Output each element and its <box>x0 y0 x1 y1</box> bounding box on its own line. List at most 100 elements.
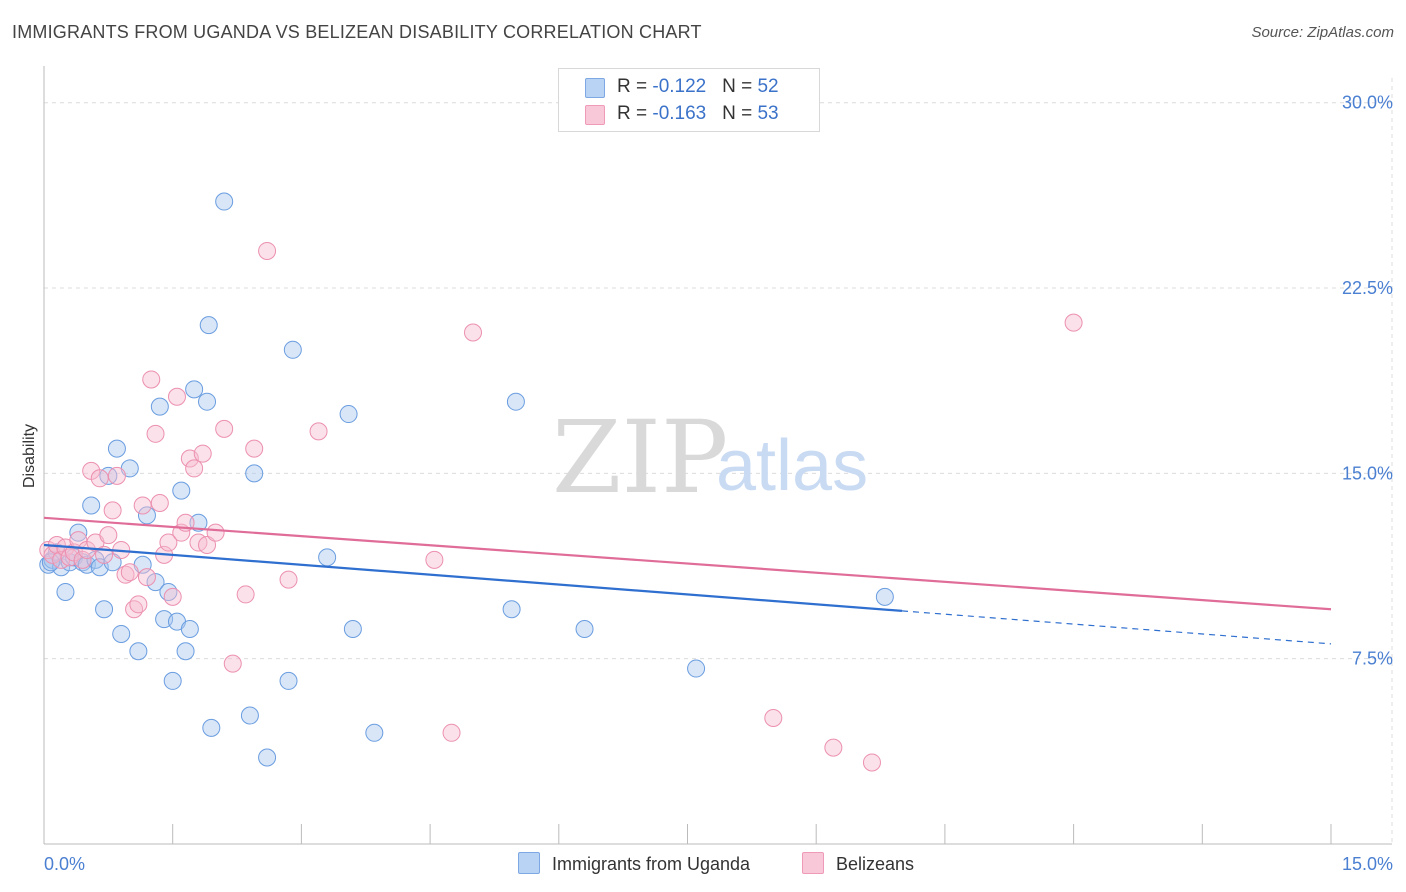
watermark-atlas: atlas <box>716 426 868 506</box>
belize-point <box>90 469 109 488</box>
belize-point <box>129 595 148 614</box>
belize-point <box>99 526 118 545</box>
uganda-point <box>107 439 126 458</box>
uganda-point <box>69 523 88 542</box>
uganda-point <box>185 380 204 399</box>
uganda-point <box>112 624 131 643</box>
belize-point <box>107 466 126 485</box>
uganda-point <box>56 582 75 601</box>
uganda-point <box>502 600 521 619</box>
source-label: Source: ZipAtlas.com <box>1251 24 1394 41</box>
r-label: R = <box>617 76 653 97</box>
belize-point <box>120 563 139 582</box>
belize-point <box>198 536 217 555</box>
belize-trend-line <box>43 516 1332 611</box>
belize-point <box>103 501 122 520</box>
uganda-point <box>199 316 218 335</box>
r-label: R = <box>617 103 653 124</box>
y-tick-label: 15.0% <box>1342 463 1393 483</box>
uganda-point <box>343 620 362 639</box>
stats-legend: R = -0.122 N = 52 R = -0.163 N = 53 <box>558 68 820 132</box>
y-axis-label: Disability <box>21 424 38 488</box>
uganda-point <box>198 392 217 411</box>
uganda-point <box>95 600 114 619</box>
uganda-point <box>137 506 156 525</box>
belize-point <box>137 568 156 587</box>
x-tick-labels: 0.0% 15.0% <box>44 854 1393 874</box>
belize-point <box>236 585 255 604</box>
belize-point <box>764 708 783 727</box>
r-value: -0.122 <box>652 76 707 97</box>
trend-lines <box>43 516 1332 645</box>
r-value: -0.163 <box>652 103 707 124</box>
axes <box>43 66 1392 845</box>
belize-point <box>442 723 461 742</box>
belize-point <box>159 533 178 552</box>
y-tick-labels: 7.5% 15.0% 22.5% 30.0% <box>1342 93 1393 669</box>
belize-legend-swatch <box>802 852 824 874</box>
belize-point <box>206 523 225 542</box>
belize-point <box>167 387 186 406</box>
n-value: 52 <box>757 76 779 97</box>
uganda-point <box>575 620 594 639</box>
uganda-point <box>180 620 199 639</box>
belize-point <box>258 241 277 260</box>
belize-point <box>425 550 444 569</box>
uganda-point <box>189 513 208 532</box>
uganda-legend-swatch <box>518 852 540 874</box>
uganda-point <box>339 405 358 424</box>
uganda-point <box>150 397 169 416</box>
legend-row-belize-text: R = -0.163 N = 53 <box>617 103 779 125</box>
belize-swatch <box>585 105 605 125</box>
uganda-point <box>318 548 337 567</box>
y-tick-label: 7.5% <box>1352 649 1393 669</box>
belize-point <box>215 419 234 438</box>
watermark-zip: ZIP <box>552 399 728 516</box>
belize-point <box>163 587 182 606</box>
uganda-point <box>258 748 277 767</box>
n-label: N = <box>722 103 758 124</box>
uganda-point <box>82 496 101 515</box>
uganda-point <box>172 481 191 500</box>
belize-point <box>150 494 169 513</box>
belize-point <box>185 459 204 478</box>
belize-point <box>133 496 152 515</box>
belize-legend-label: Belizeans <box>836 854 915 874</box>
uganda-trend-extension <box>901 610 1332 645</box>
uganda-point <box>146 573 165 592</box>
uganda-point <box>365 723 384 742</box>
belize-point <box>1064 313 1083 332</box>
uganda-legend-label: Immigrants from Uganda <box>552 854 751 874</box>
uganda-swatch <box>585 78 605 98</box>
belize-point <box>73 550 92 569</box>
belize-point <box>279 570 298 589</box>
belize-point <box>223 654 242 673</box>
n-value: 53 <box>757 103 779 124</box>
series-belize-points <box>39 241 1083 772</box>
grid-lines <box>44 78 1393 844</box>
x-tick-label: 15.0% <box>1342 854 1393 874</box>
x-tick-label: 0.0% <box>44 854 85 874</box>
bottom-legend-uganda: Immigrants from Uganda <box>518 852 750 875</box>
uganda-trend-line <box>43 543 903 613</box>
bottom-legend-belize: Belizeans <box>802 852 914 875</box>
uganda-point <box>245 464 264 483</box>
belize-point <box>142 370 161 389</box>
belize-point <box>309 422 328 441</box>
belize-point <box>146 424 165 443</box>
belize-point <box>824 738 843 757</box>
uganda-point <box>875 587 894 606</box>
uganda-point <box>129 642 148 661</box>
y-tick-label: 30.0% <box>1342 93 1393 113</box>
belize-point <box>464 323 482 342</box>
uganda-point <box>279 671 298 690</box>
legend-row-uganda-text: R = -0.122 N = 52 <box>617 76 779 98</box>
uganda-point <box>163 671 182 690</box>
belize-point <box>862 753 881 772</box>
uganda-point <box>202 718 221 737</box>
watermark: ZIP atlas <box>552 399 868 516</box>
n-label: N = <box>722 76 758 97</box>
uganda-point <box>687 659 706 678</box>
uganda-point <box>176 642 195 661</box>
